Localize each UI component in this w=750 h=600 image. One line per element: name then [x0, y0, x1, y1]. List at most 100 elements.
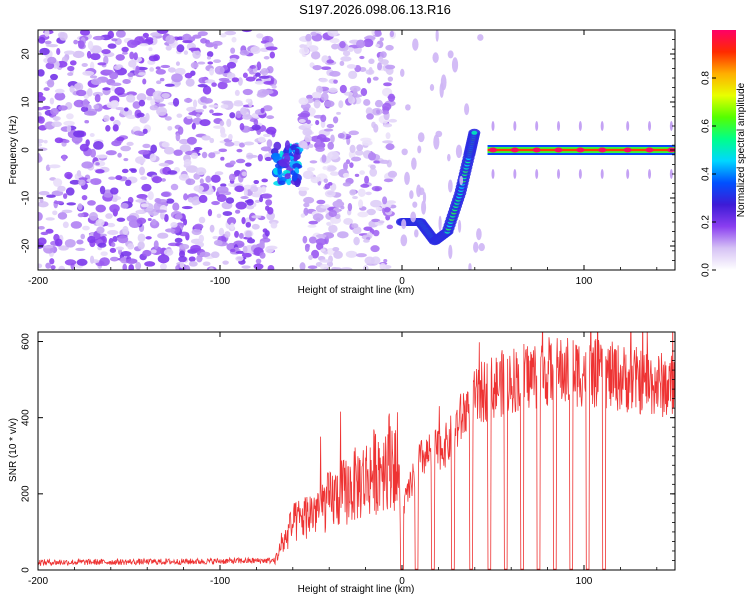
heatmap-return-cell: [284, 140, 291, 151]
heatmap-noise-cell: [240, 107, 248, 115]
heatmap-carrier-spur: [600, 121, 604, 131]
heatmap-noise-cell: [93, 140, 104, 150]
heatmap-noise-cell: [250, 46, 261, 54]
heatmap-noise-cell: [150, 144, 158, 154]
heatmap-noise-cell: [90, 178, 102, 185]
heatmap-noise-cell: [353, 236, 360, 246]
heatmap-chirp-noise: [412, 38, 419, 51]
heatmap-noise-cell: [69, 60, 77, 66]
heatmap-noise-cell: [51, 121, 62, 128]
heatmap-noise-cell: [382, 140, 394, 144]
heatmap-noise-cell: [239, 123, 245, 131]
heatmap-noise-cell: [193, 146, 203, 151]
heatmap-noise-cell: [217, 81, 228, 90]
heatmap-noise-cell: [327, 181, 333, 186]
heatmap-noise-cell: [192, 201, 199, 206]
heatmap-noise-cell: [340, 267, 353, 270]
heatmap-noise-cell: [179, 250, 186, 258]
heatmap-noise-cell: [142, 32, 149, 38]
heatmap-carrier-spur: [491, 121, 495, 131]
heatmap-noise-cell: [342, 172, 350, 178]
heatmap-chirp-noise: [405, 104, 411, 111]
heatmap-noise-cell: [213, 125, 224, 129]
heatmap-noise-cell: [38, 225, 45, 230]
heatmap-noise-cell: [191, 228, 202, 236]
heatmap-noise-cell: [167, 125, 173, 131]
heatmap-noise-cell: [188, 256, 196, 262]
heatmap-noise-cell: [62, 193, 68, 199]
heatmap-noise-cell: [99, 233, 107, 237]
spectrogram-ytick-label: 20: [21, 48, 32, 60]
heatmap-return-cell: [271, 152, 280, 160]
heatmap-noise-cell: [327, 151, 340, 160]
heatmap-noise-cell: [178, 255, 187, 263]
heatmap-noise-cell: [374, 30, 382, 37]
heatmap-noise-cell: [228, 133, 233, 141]
heatmap-noise-cell: [298, 119, 306, 123]
heatmap-noise-cell: [136, 209, 144, 214]
heatmap-noise-cell: [374, 99, 383, 108]
heatmap-noise-cell: [126, 94, 136, 103]
heatmap-noise-cell: [135, 199, 146, 203]
heatmap-noise-cell: [142, 249, 152, 257]
heatmap-noise-cell: [178, 138, 190, 145]
heatmap-noise-cell: [384, 206, 391, 213]
heatmap-noise-cell: [53, 178, 63, 187]
heatmap-noise-cell: [375, 43, 380, 48]
heatmap-noise-cell: [103, 114, 110, 122]
heatmap-noise-cell: [320, 114, 327, 123]
heatmap-noise-cell: [62, 154, 67, 162]
heatmap-noise-cell: [133, 130, 143, 136]
heatmap-noise-cell: [256, 61, 262, 71]
heatmap-noise-cell: [174, 67, 186, 76]
heatmap-carrier-spur: [557, 169, 561, 179]
heatmap-noise-cell: [188, 47, 201, 52]
heatmap-noise-cell: [134, 156, 146, 164]
heatmap-carrier-spur: [648, 169, 652, 179]
heatmap-noise-cell: [142, 128, 148, 134]
heatmap-noise-cell: [158, 162, 170, 167]
heatmap-noise-cell: [112, 124, 119, 132]
heatmap-noise-cell: [209, 137, 215, 144]
heatmap-noise-cell: [79, 30, 91, 36]
heatmap-noise-cell: [38, 263, 43, 269]
colorbar-tick-label: 0.8: [701, 71, 712, 85]
heatmap-noise-cell: [303, 44, 309, 53]
heatmap-noise-cell: [320, 205, 329, 209]
snr-frame: [37, 331, 676, 571]
heatmap-noise-cell: [54, 92, 66, 101]
heatmap-noise-cell: [320, 248, 326, 252]
heatmap-noise-cell: [313, 99, 321, 109]
heatmap-noise-cell: [216, 213, 222, 219]
heatmap-noise-cell: [65, 187, 75, 196]
heatmap-noise-cell: [95, 169, 105, 174]
heatmap-noise-cell: [128, 60, 137, 68]
heatmap-noise-cell: [304, 243, 310, 252]
heatmap-noise-cell: [379, 159, 390, 164]
snr-xtick-label: 100: [576, 576, 593, 587]
heatmap-return-cell: [290, 144, 297, 151]
heatmap-noise-cell: [62, 139, 70, 144]
heatmap-noise-cell: [172, 97, 180, 107]
heatmap-noise-cell: [206, 56, 212, 60]
heatmap-carrier-peak: [532, 147, 541, 153]
heatmap-noise-cell: [110, 187, 119, 195]
heatmap-noise-cell: [185, 178, 196, 186]
heatmap-noise-cell: [346, 64, 357, 69]
heatmap-return-cell: [294, 148, 300, 155]
heatmap-noise-cell: [56, 48, 61, 55]
heatmap-noise-cell: [145, 37, 154, 42]
heatmap-noise-cell: [57, 212, 68, 220]
heatmap-noise-cell: [89, 133, 95, 138]
heatmap-noise-cell: [38, 237, 47, 246]
heatmap-noise-cell: [298, 97, 309, 106]
snr-ytick-label: 0: [21, 567, 32, 573]
heatmap-noise-cell: [167, 67, 176, 73]
heatmap-noise-cell: [343, 218, 354, 225]
heatmap-noise-cell: [95, 204, 106, 213]
heatmap-noise-cell: [164, 213, 169, 223]
heatmap-noise-cell: [45, 217, 55, 221]
heatmap-noise-cell: [115, 246, 125, 251]
heatmap-noise-cell: [310, 31, 317, 37]
heatmap-noise-cell: [333, 250, 343, 259]
